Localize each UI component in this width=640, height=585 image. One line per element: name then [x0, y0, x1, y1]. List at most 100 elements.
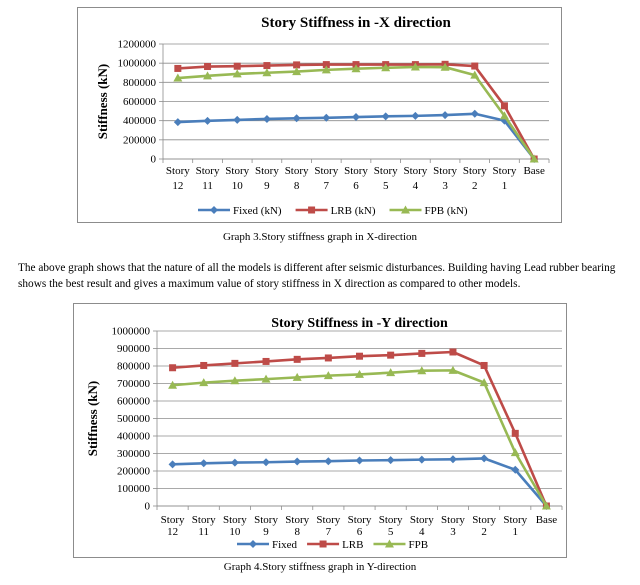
- c1-x-tick-label-line2: 6: [353, 180, 359, 192]
- c2-series-0-point: [230, 458, 239, 467]
- c1-series-1-point: [233, 62, 241, 70]
- c1-series-1-point: [322, 61, 330, 69]
- c2-series-0-point: [386, 456, 395, 465]
- c2-legend-marker-1: [319, 540, 327, 548]
- c2-chart-title: Story Stiffness in -Y direction: [271, 316, 448, 331]
- c2-x-tick-label: Story: [503, 514, 527, 526]
- c2-series-1-point: [418, 349, 426, 357]
- c2-x-tick-label-line2: 6: [357, 526, 363, 538]
- c1-series-1-point: [263, 62, 271, 70]
- c2-x-tick-label-line2: 7: [326, 526, 332, 538]
- c2-x-tick-label: Story: [410, 514, 434, 526]
- c1-series-2-point: [232, 69, 242, 78]
- c1-series-0-point: [411, 111, 420, 120]
- c2-series-2-point: [479, 378, 489, 387]
- c1-y-tick-label: 0: [151, 154, 157, 166]
- c1-y-tick-label: 1000000: [118, 58, 157, 70]
- c2-series-2-point: [168, 380, 178, 389]
- c2-x-tick-label-line2: 4: [419, 526, 425, 538]
- c1-series-2-point: [440, 62, 450, 71]
- c2-series-0-point: [168, 460, 177, 469]
- c1-series-2-point: [470, 70, 480, 79]
- c2-series-1-point: [449, 348, 457, 356]
- c1-y-tick-label: 200000: [123, 134, 157, 146]
- c2-y-tick-label: 1000000: [112, 326, 151, 338]
- c1-x-tick-label-line2: 11: [202, 180, 213, 192]
- c1-series-1-point: [204, 63, 212, 71]
- c2-series-0-point: [199, 459, 208, 468]
- c2-x-tick-label: Story: [192, 514, 216, 526]
- c2-legend-label-2: FPB: [408, 539, 428, 551]
- c1-y-axis-label: Stiffness (kN): [95, 64, 110, 139]
- c1-series-0-point: [352, 113, 360, 122]
- c1-series-0-point: [381, 112, 390, 121]
- c1-x-tick-label-line2: 2: [472, 180, 478, 192]
- c1-series-2-point: [381, 63, 391, 72]
- c2-series-1-point: [231, 359, 239, 367]
- c2-x-tick-label-line2: 10: [229, 526, 241, 538]
- c2-series-2-point: [510, 448, 520, 457]
- c1-x-tick-label-line2: 10: [232, 180, 244, 192]
- c2-series-0-point: [511, 465, 520, 474]
- c1-x-tick-label-line2: 5: [383, 180, 389, 192]
- c2-series-0-point: [262, 458, 271, 467]
- c2-x-tick-label-line2: 5: [388, 526, 394, 538]
- c1-series-1-point: [174, 64, 182, 72]
- c1-x-tick-label-line2: 4: [413, 180, 419, 192]
- c2-series-1-point: [387, 351, 395, 359]
- c1-x-tick-label-line2: 8: [294, 180, 300, 192]
- c2-series-2-point: [199, 378, 209, 387]
- c1-series-0-point: [203, 116, 212, 125]
- c2-y-tick-label: 700000: [117, 378, 151, 390]
- c1-series-2-point: [321, 65, 331, 74]
- c2-x-tick-label: Story: [285, 514, 309, 526]
- c2-series-0-point: [480, 454, 489, 463]
- c1-series-0-point: [441, 111, 450, 120]
- c2-legend-label-0: Fixed: [272, 539, 298, 551]
- c2-x-tick-label-line2: 1: [513, 526, 519, 538]
- c2-series-2-point: [292, 372, 302, 381]
- c1-x-tick-label: Story: [314, 165, 338, 177]
- c1-x-tick-label-line2: 1: [502, 180, 508, 192]
- c2-y-tick-label: 100000: [117, 483, 151, 495]
- c2-series-2-point: [386, 368, 396, 377]
- c2-x-tick-label: Story: [472, 514, 496, 526]
- c2-series-0-point: [293, 457, 302, 466]
- c2-x-tick-label-line2: 11: [198, 526, 209, 538]
- c2-series-2-point: [541, 501, 551, 510]
- c2-series-1-point: [293, 355, 301, 363]
- c2-x-tick-label-line2: 9: [263, 526, 269, 538]
- c1-x-tick-label-line2: 9: [264, 180, 270, 192]
- c1-series-1-point: [471, 62, 479, 70]
- c1-series-2-point: [173, 73, 183, 82]
- c2-x-tick-label-line2: 8: [294, 526, 300, 538]
- c1-y-tick-label: 600000: [123, 96, 157, 108]
- c2-x-tick-label: Story: [223, 514, 247, 526]
- c2-y-axis-label: Stiffness (kN): [85, 381, 100, 456]
- c2-x-tick-label-line2: 3: [450, 526, 456, 538]
- c2-series-0-point: [417, 455, 426, 464]
- c1-x-tick-label: Story: [344, 165, 368, 177]
- c2-series-2-point: [261, 374, 271, 383]
- c1-x-tick-label: Story: [493, 165, 517, 177]
- c1-legend-marker-1: [308, 206, 316, 214]
- c2-x-tick-label-line2: 2: [481, 526, 487, 538]
- c1-chart-title: Story Stiffness in -X direction: [261, 15, 451, 31]
- c1-x-tick-label-line2: 3: [442, 180, 448, 192]
- c2-series-1-point: [262, 357, 270, 365]
- c1-y-tick-label: 400000: [123, 115, 157, 127]
- c2-y-tick-label: 600000: [117, 396, 151, 408]
- c1-x-tick-label: Story: [463, 165, 487, 177]
- chart-x-direction: Story Stiffness in -X direction 0 200000 40…: [95, 15, 550, 217]
- c1-series-0-point: [262, 114, 271, 123]
- c2-y-tick-label: 0: [145, 501, 151, 513]
- c1-series-2-point: [203, 71, 213, 80]
- c2-x-tick-label: Story: [161, 514, 185, 526]
- c2-series-1-point: [169, 364, 177, 372]
- c1-series-0-point: [233, 115, 242, 124]
- c2-series-0-point: [355, 456, 364, 465]
- c2-x-tick-label: Base: [536, 514, 558, 526]
- c2-series-1-point: [200, 361, 208, 369]
- c1-y-tick-label: 800000: [123, 77, 157, 89]
